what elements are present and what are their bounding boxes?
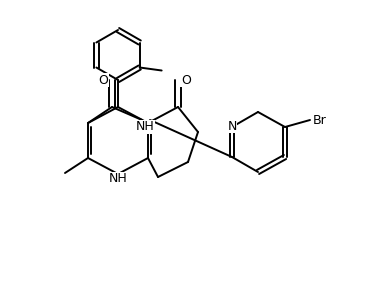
Text: O: O [181, 74, 191, 86]
Text: NH: NH [108, 172, 127, 185]
Text: N: N [227, 119, 237, 132]
Text: Br: Br [313, 114, 327, 126]
Text: O: O [98, 74, 108, 86]
Text: NH: NH [136, 121, 154, 134]
